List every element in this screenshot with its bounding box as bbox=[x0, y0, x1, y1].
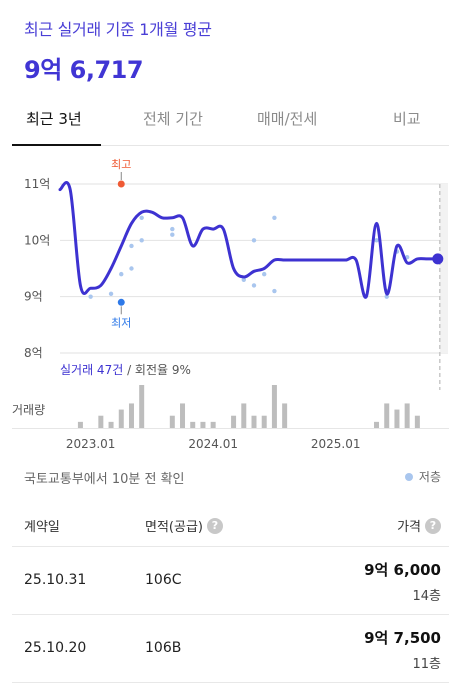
table-header: 계약일 면적(공급) ? 가격 ? bbox=[12, 500, 449, 547]
volume-bar bbox=[210, 421, 216, 428]
volume-label: 거래량 bbox=[12, 403, 45, 417]
trade-point[interactable] bbox=[170, 232, 175, 237]
volume-bar bbox=[282, 403, 288, 428]
header-price: 가격 ? bbox=[397, 516, 441, 535]
volume-bar bbox=[394, 409, 400, 428]
row-area: 106B bbox=[145, 640, 182, 656]
row-floor: 11층 bbox=[412, 657, 441, 672]
average-price: 9억 6,717 bbox=[24, 56, 144, 84]
volume-bar bbox=[180, 403, 186, 428]
low-label: 최저 bbox=[111, 316, 131, 329]
volume-bar bbox=[251, 415, 257, 428]
row-date: 25.10.20 bbox=[24, 640, 87, 656]
trade-point[interactable] bbox=[272, 288, 277, 294]
tab-recent-3-years[interactable]: 최근 3년 bbox=[26, 110, 82, 128]
trade-point[interactable] bbox=[272, 215, 277, 220]
volume-bar bbox=[384, 403, 390, 428]
row-area: 106C bbox=[145, 572, 182, 588]
high-label: 최고 bbox=[111, 158, 131, 171]
volume-bar bbox=[374, 421, 380, 428]
future-region bbox=[439, 184, 448, 353]
trade-point[interactable] bbox=[88, 294, 93, 299]
tab-sale-jeonse[interactable]: 매매/전세 bbox=[257, 110, 318, 128]
x-tick-label: 2023.01 bbox=[66, 437, 116, 451]
low-marker bbox=[117, 298, 125, 306]
period-tabs: 최근 3년 전체 기간 매매/전세 비교 bbox=[12, 100, 449, 146]
volume-bar bbox=[200, 421, 206, 428]
x-tick-label: 2024.01 bbox=[188, 437, 238, 451]
low-floor-dot bbox=[404, 472, 413, 481]
volume-bar bbox=[108, 421, 114, 428]
y-tick-label: 9억 bbox=[24, 290, 43, 304]
row-price: 9억 6,000 bbox=[364, 561, 441, 579]
high-marker bbox=[117, 180, 125, 188]
trade-point[interactable] bbox=[384, 294, 389, 299]
price-line bbox=[58, 181, 440, 299]
transaction-table: 계약일 면적(공급) ? 가격 ? 25.10.31 106C 9억 6,000… bbox=[12, 500, 449, 683]
trade-point[interactable] bbox=[251, 238, 257, 243]
trade-summary: 실거래 47건 / 회전율 9% bbox=[60, 363, 191, 377]
help-icon[interactable]: ? bbox=[425, 517, 441, 534]
trade-point[interactable] bbox=[108, 291, 114, 297]
trade-point[interactable] bbox=[374, 238, 379, 243]
x-tick-label: 2025.01 bbox=[311, 437, 361, 451]
legend-low-floor-label: 저층 bbox=[418, 470, 441, 484]
current-price-dot[interactable] bbox=[432, 253, 444, 265]
volume-bar bbox=[404, 403, 410, 428]
header-price-label: 가격 bbox=[397, 520, 421, 535]
y-tick-label: 10억 bbox=[24, 233, 50, 247]
volume-bar bbox=[231, 415, 237, 428]
volume-bar bbox=[77, 421, 83, 428]
y-tick-label: 8억 bbox=[24, 346, 43, 360]
trade-point[interactable] bbox=[119, 271, 124, 277]
row-floor: 14층 bbox=[412, 589, 441, 604]
header-title: 최근 실거래 기준 1개월 평균 bbox=[24, 20, 212, 39]
table-row[interactable]: 25.10.20 106B 9억 7,500 11층 bbox=[12, 615, 449, 683]
tab-compare[interactable]: 비교 bbox=[393, 110, 421, 128]
volume-bar bbox=[261, 415, 267, 428]
legend-low-floor: 저층 bbox=[404, 468, 441, 485]
trade-point[interactable] bbox=[129, 243, 134, 249]
volume-bar bbox=[169, 415, 175, 428]
row-date: 25.10.31 bbox=[24, 572, 87, 588]
volume-bar bbox=[414, 415, 420, 428]
row-price: 9억 7,500 bbox=[364, 629, 441, 647]
volume-bar bbox=[241, 403, 247, 428]
header-date: 계약일 bbox=[24, 516, 60, 535]
trade-count: 실거래 47건 bbox=[60, 363, 123, 377]
table-row[interactable]: 25.10.31 106C 9억 6,000 14층 bbox=[12, 547, 449, 615]
active-tab-underline bbox=[12, 144, 101, 146]
y-tick-label: 11억 bbox=[24, 177, 50, 191]
volume-bar bbox=[128, 403, 134, 428]
volume-bar bbox=[118, 409, 124, 428]
header-area-label: 면적(공급) bbox=[145, 520, 203, 535]
trade-point[interactable] bbox=[262, 271, 267, 277]
trade-point[interactable] bbox=[129, 266, 134, 271]
turnover-rate: / 회전율 9% bbox=[123, 363, 191, 377]
volume-bar bbox=[139, 385, 145, 428]
header-date-label: 계약일 bbox=[24, 520, 60, 535]
tab-all-period[interactable]: 전체 기간 bbox=[143, 110, 203, 128]
trade-point[interactable] bbox=[251, 283, 257, 288]
volume-bar bbox=[98, 415, 104, 428]
data-source-notice: 국토교통부에서 10분 전 확인 bbox=[24, 472, 185, 487]
trade-point[interactable] bbox=[241, 277, 246, 282]
header-area: 면적(공급) ? bbox=[145, 516, 223, 535]
volume-bar bbox=[271, 385, 277, 428]
trade-point[interactable] bbox=[170, 226, 175, 232]
trade-point[interactable] bbox=[139, 238, 144, 243]
trade-point[interactable] bbox=[139, 215, 144, 220]
volume-bar bbox=[190, 421, 196, 428]
help-icon[interactable]: ? bbox=[206, 517, 223, 534]
